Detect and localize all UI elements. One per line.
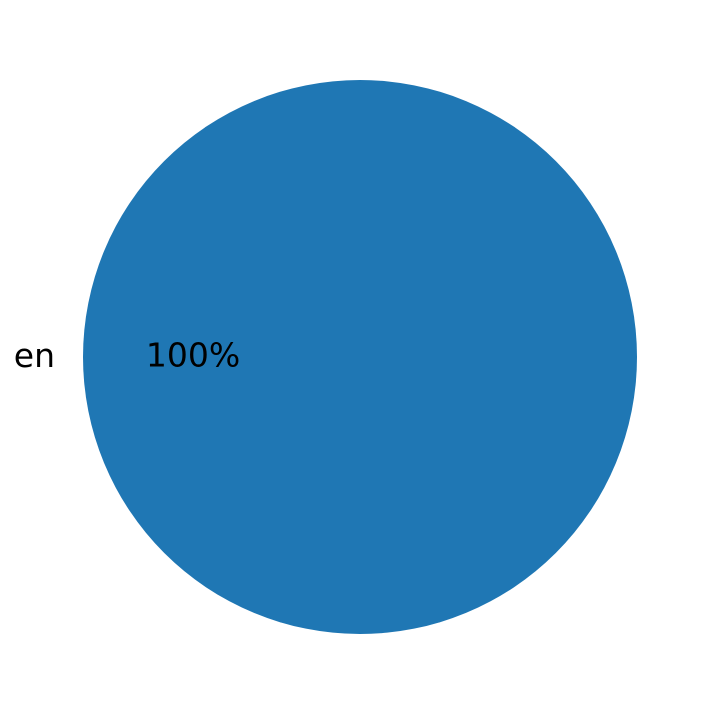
pie-slice-en: [83, 80, 637, 634]
pie-slice-label: en: [13, 335, 55, 375]
pie-slice-percentage: 100%: [145, 335, 241, 375]
